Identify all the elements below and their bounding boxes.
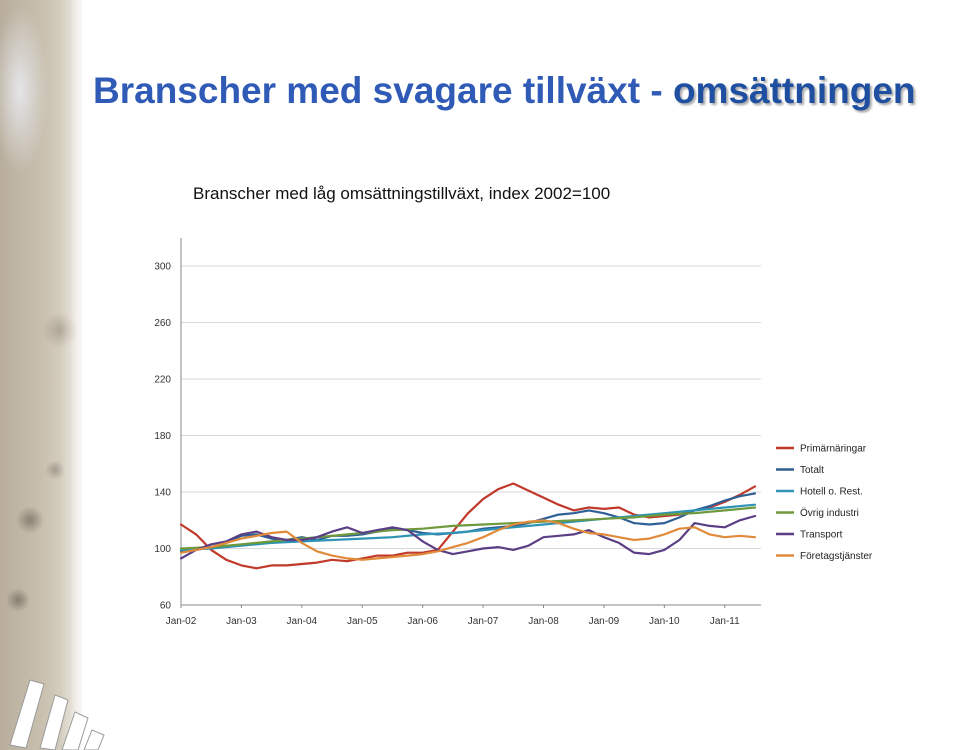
- x-tick-label-4: Jan-06: [407, 616, 438, 627]
- x-tick-label-7: Jan-09: [589, 616, 620, 627]
- chart-axes: [180, 238, 761, 608]
- x-tick-label-5: Jan-07: [468, 616, 499, 627]
- x-tick-label-2: Jan-04: [287, 616, 318, 627]
- series-line-5: [179, 519, 757, 561]
- legend-label-5: Företagstjänster: [800, 551, 873, 562]
- legend-label-1: Totalt: [800, 465, 824, 476]
- y-tick-label-180: 180: [154, 431, 171, 442]
- chart-title: Branscher med låg omsättningstillväxt, i…: [193, 184, 611, 203]
- y-axis-tick-labels: 60 100 140 180 220 260 300: [154, 262, 171, 612]
- slide-title-plain: Branscher med svagare tillväxt -: [93, 70, 673, 111]
- y-tick-label-220: 220: [154, 375, 171, 386]
- legend-label-0: Primärnäringar: [800, 444, 867, 455]
- slide-title: Branscher med svagare tillväxt - omsättn…: [93, 70, 916, 112]
- logo-graphic: [9, 679, 105, 750]
- x-tick-label-6: Jan-08: [528, 616, 559, 627]
- x-tick-label-1: Jan-03: [226, 616, 257, 627]
- chart-legend: Primärnäringar Totalt Hotell o. Rest. Övrig…: [776, 444, 873, 562]
- series-line-2: [179, 503, 757, 551]
- legend-label-2: Hotell o. Rest.: [800, 487, 863, 498]
- x-tick-label-3: Jan-05: [347, 616, 378, 627]
- x-tick-label-8: Jan-10: [649, 616, 680, 627]
- y-tick-label-260: 260: [154, 318, 171, 329]
- chart-gridlines: [181, 265, 761, 549]
- x-axis-tick-labels: Jan-02 Jan-03 Jan-04 Jan-05 Jan-06 Jan-07 Jan-…: [166, 616, 740, 627]
- y-tick-label-300: 300: [154, 262, 171, 273]
- series-line-0: [179, 482, 757, 570]
- series-line-3: [179, 506, 757, 550]
- slide-title-emphasis: omsättningen: [672, 70, 916, 111]
- y-tick-label-100: 100: [154, 544, 171, 555]
- series-line-4: [179, 514, 757, 560]
- y-tick-label-140: 140: [154, 488, 171, 499]
- x-tick-label-9: Jan-11: [710, 616, 740, 627]
- x-tick-label-0: Jan-02: [166, 616, 197, 627]
- legend-label-3: Övrig industri: [800, 507, 859, 519]
- legend-label-4: Transport: [800, 530, 843, 541]
- chart-series-lines: [179, 482, 757, 570]
- texture-fade: [60, 0, 100, 750]
- y-tick-label-60: 60: [160, 601, 172, 612]
